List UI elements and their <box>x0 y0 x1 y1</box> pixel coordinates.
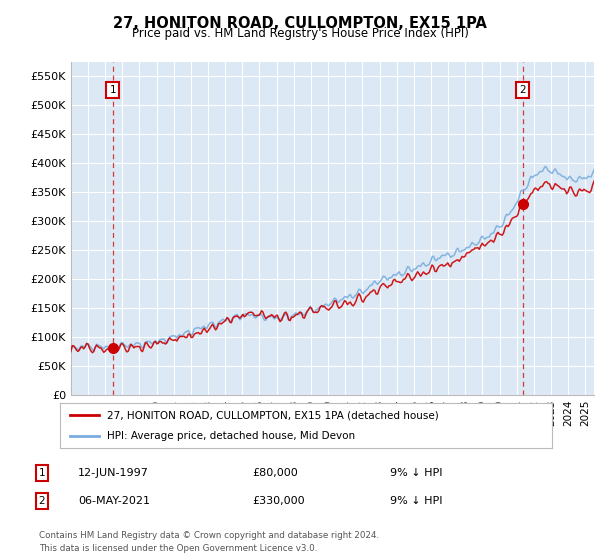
Text: 12-JUN-1997: 12-JUN-1997 <box>78 468 149 478</box>
Text: 27, HONITON ROAD, CULLOMPTON, EX15 1PA: 27, HONITON ROAD, CULLOMPTON, EX15 1PA <box>113 16 487 31</box>
Text: Contains HM Land Registry data © Crown copyright and database right 2024.
This d: Contains HM Land Registry data © Crown c… <box>39 531 379 553</box>
Text: 2: 2 <box>38 496 46 506</box>
Text: 06-MAY-2021: 06-MAY-2021 <box>78 496 150 506</box>
Text: 2: 2 <box>520 85 526 95</box>
Text: £80,000: £80,000 <box>252 468 298 478</box>
Text: 1: 1 <box>38 468 46 478</box>
Text: Price paid vs. HM Land Registry's House Price Index (HPI): Price paid vs. HM Land Registry's House … <box>131 27 469 40</box>
Text: 27, HONITON ROAD, CULLOMPTON, EX15 1PA (detached house): 27, HONITON ROAD, CULLOMPTON, EX15 1PA (… <box>107 410 439 421</box>
Text: 9% ↓ HPI: 9% ↓ HPI <box>390 468 443 478</box>
Text: 9% ↓ HPI: 9% ↓ HPI <box>390 496 443 506</box>
Text: HPI: Average price, detached house, Mid Devon: HPI: Average price, detached house, Mid … <box>107 431 355 441</box>
Text: 1: 1 <box>110 85 116 95</box>
Text: £330,000: £330,000 <box>252 496 305 506</box>
